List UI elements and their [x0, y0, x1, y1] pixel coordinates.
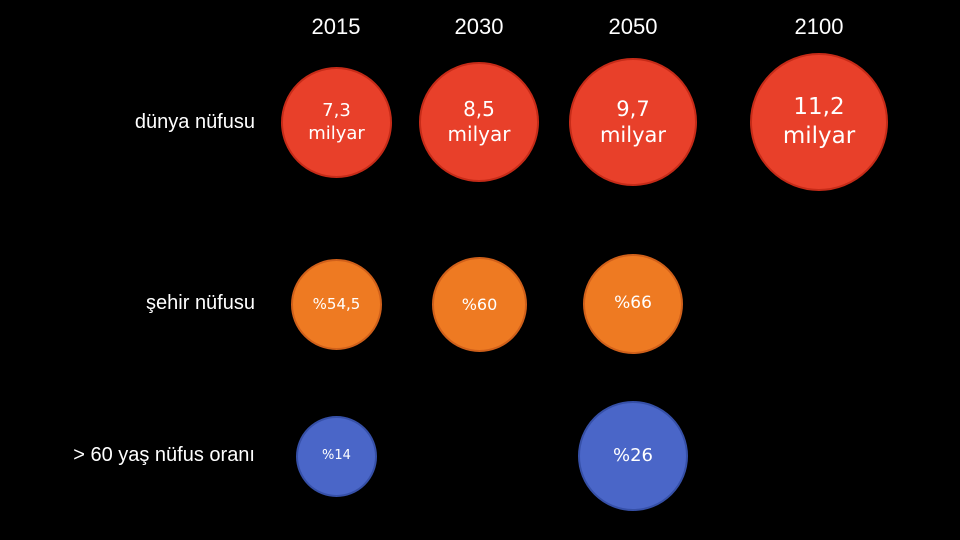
bubble-world-2015: 7,3 milyar: [281, 67, 392, 178]
bubble-label: 11,2 milyar: [783, 93, 855, 151]
bubble-label: %66: [614, 293, 652, 314]
bubble-world-2050: 9,7 milyar: [569, 58, 697, 186]
bubble-urban-2050: %66: [583, 254, 683, 354]
bubble-urban-2030: %60: [432, 257, 527, 352]
bubble-value-text: 8,5: [463, 97, 495, 121]
year-header-2050: 2050: [608, 14, 658, 39]
bubble-unit-text: milyar: [599, 123, 667, 147]
bubble-world-2030: 8,5 milyar: [419, 62, 539, 182]
bubble-value-text: %66: [614, 293, 652, 314]
bubble-unit-text: milyar: [447, 122, 511, 146]
bubble-urban-2015: %54,5: [291, 259, 382, 350]
bubble-label: %54,5: [313, 295, 361, 314]
row-label-urban-population: şehir nüfusu: [146, 292, 255, 314]
row-label-world-population: dünya nüfusu: [134, 111, 255, 133]
year-header-2030: 2030: [454, 14, 504, 39]
bubble-value-text: %60: [461, 294, 498, 314]
year-header-2100: 2100: [794, 14, 844, 39]
bubble-value-text: 11,2: [793, 94, 845, 121]
bubble-over60-2015: %14: [296, 416, 377, 497]
row-label-over-60-ratio: > 60 yaş nüfus oranı: [73, 444, 255, 466]
bubble-label: %60: [462, 295, 498, 315]
bubble-value-text: %26: [612, 444, 653, 466]
bubble-world-2100: 11,2 milyar: [750, 53, 888, 191]
bubble-label: 9,7 milyar: [600, 96, 666, 149]
bubble-label: %26: [613, 445, 653, 468]
bubble-value-text: %54,5: [312, 295, 361, 314]
bubble-unit-text: milyar: [782, 123, 856, 149]
bubble-label: %14: [322, 448, 351, 464]
bubble-value-text: 7,3: [322, 100, 351, 121]
bubble-label: 7,3 milyar: [308, 100, 365, 145]
year-header-2015: 2015: [311, 14, 361, 39]
bubble-over60-2050: %26: [578, 401, 688, 511]
bubble-label: 8,5 milyar: [448, 97, 511, 147]
bubble-value-text: %14: [322, 448, 351, 464]
bubble-unit-text: milyar: [308, 122, 365, 144]
bubble-value-text: 9,7: [616, 96, 650, 121]
